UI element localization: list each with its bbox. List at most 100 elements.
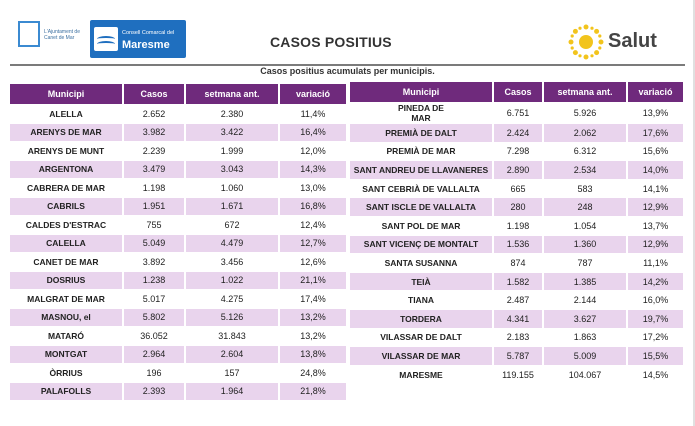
variacio-cell: 24,8%: [280, 363, 346, 382]
municipi-cell: DOSRIUS: [10, 270, 124, 289]
setmana-cell: 5.126: [186, 307, 280, 326]
table-row: SANT VICENÇ DE MONTALT 1.536 1.360 12,9%: [350, 234, 683, 254]
col-header-variacio: variació: [628, 82, 683, 102]
table-row: SANT POL DE MAR 1.198 1.054 13,7%: [350, 215, 683, 235]
variacio-cell: 16,8%: [280, 196, 346, 215]
casos-cell: 2.183: [494, 327, 544, 347]
setmana-cell: 31.843: [186, 326, 280, 345]
table-row: CALELLA 5.049 4.479 12,7%: [10, 233, 346, 252]
table-row: SANT ISCLE DE VALLALTA 280 248 12,9%: [350, 197, 683, 216]
municipi-cell: CABRERA DE MAR: [10, 178, 124, 197]
casos-cell: 874: [494, 253, 544, 272]
municipi-cell: VILASSAR DE DALT: [350, 327, 494, 347]
variacio-cell: 12,7%: [280, 233, 346, 252]
table-row: CABRILS 1.951 1.671 16,8%: [10, 196, 346, 215]
municipi-cell: TORDERA: [350, 308, 494, 328]
variacio-cell: 17,2%: [628, 327, 683, 347]
variacio-cell: 12,6%: [280, 252, 346, 271]
casos-cell: 119.155: [494, 364, 544, 384]
salut-label: Salut: [608, 30, 657, 52]
variacio-cell: 14,5%: [628, 364, 683, 384]
municipi-cell: CALDES D'ESTRAC: [10, 215, 124, 234]
table-row: MONTGAT 2.964 2.604 13,8%: [10, 344, 346, 363]
casos-cell: 665: [494, 178, 544, 198]
casos-cell: 2.964: [124, 344, 186, 363]
table-row: SANT CEBRIÀ DE VALLALTA 665 583 14,1%: [350, 178, 683, 198]
setmana-cell: 1.022: [186, 270, 280, 289]
setmana-cell: 3.422: [186, 122, 280, 141]
casos-cell: 5.802: [124, 307, 186, 326]
table-row: VILASSAR DE MAR 5.787 5.009 15,5%: [350, 346, 683, 365]
ajuntament-logo: L'Ajuntament de Canet de Mar: [18, 18, 80, 56]
setmana-cell: 4.479: [186, 233, 280, 252]
municipi-cell: MASNOU, el: [10, 307, 124, 326]
table-row: PREMIÀ DE MAR 7.298 6.312 15,6%: [350, 141, 683, 161]
header-bar: L'Ajuntament de Canet de Mar Consell Com…: [10, 12, 685, 66]
table-row: PREMIÀ DE DALT 2.424 2.062 17,6%: [350, 123, 683, 142]
municipi-cell: MARESME: [350, 364, 494, 384]
col-header-setmana: setmana ant.: [544, 82, 628, 102]
casos-cell: 3.892: [124, 252, 186, 271]
municipi-cell: ÒRRIUS: [10, 363, 124, 382]
setmana-cell: 2.062: [544, 123, 628, 142]
variacio-cell: 13,2%: [280, 307, 346, 326]
page-title: CASOS POSITIUS: [270, 34, 392, 50]
waves-icon: [94, 27, 118, 51]
setmana-cell: 2.604: [186, 344, 280, 363]
variacio-cell: 15,5%: [628, 346, 683, 365]
table-row: PINEDA DE MAR 6.751 5.926 13,9%: [350, 102, 683, 123]
casos-cell: 3.982: [124, 122, 186, 141]
setmana-cell: 2.380: [186, 104, 280, 123]
setmana-cell: 1.964: [186, 381, 280, 400]
col-header-variacio: variació: [280, 84, 346, 104]
casos-cell: 5.049: [124, 233, 186, 252]
municipi-cell: SANT ISCLE DE VALLALTA: [350, 197, 494, 216]
setmana-cell: 6.312: [544, 141, 628, 161]
casos-cell: 4.341: [494, 308, 544, 328]
casos-cell: 2.424: [494, 123, 544, 142]
setmana-cell: 104.067: [544, 364, 628, 384]
table-row: SANT ANDREU DE LLAVANERES 2.890 2.534 14,0%: [350, 160, 683, 179]
municipi-cell: CABRILS: [10, 196, 124, 215]
setmana-cell: 1.863: [544, 327, 628, 347]
casos-cell: 6.751: [494, 102, 544, 123]
sun-icon: [568, 24, 604, 60]
casos-cell: 1.582: [494, 271, 544, 291]
casos-cell: 3.479: [124, 159, 186, 178]
table-row: TIANA 2.487 2.144 16,0%: [350, 290, 683, 309]
variacio-cell: 21,1%: [280, 270, 346, 289]
casos-cell: 2.890: [494, 160, 544, 179]
setmana-cell: 4.275: [186, 289, 280, 308]
variacio-cell: 21,8%: [280, 381, 346, 400]
col-header-casos: Casos: [494, 82, 544, 102]
municipi-cell: VILASSAR DE MAR: [350, 346, 494, 365]
casos-cell: 5.787: [494, 346, 544, 365]
municipi-cell: MONTGAT: [10, 344, 124, 363]
table-row: ARGENTONA 3.479 3.043 14,3%: [10, 159, 346, 178]
variacio-cell: 14,2%: [628, 271, 683, 291]
consell-logo-small-text: Consell Comarcal del: [122, 30, 175, 36]
casos-cell: 1.238: [124, 270, 186, 289]
variacio-cell: 17,4%: [280, 289, 346, 308]
consell-logo-big-text: Maresme: [122, 39, 170, 51]
variacio-cell: 11,4%: [280, 104, 346, 123]
table-row: SANTA SUSANNA 874 787 11,1%: [350, 253, 683, 272]
casos-cell: 1.198: [124, 178, 186, 197]
variacio-cell: 12,9%: [628, 197, 683, 216]
setmana-cell: 1.060: [186, 178, 280, 197]
municipi-cell: PINEDA DE MAR: [350, 102, 494, 123]
setmana-cell: 672: [186, 215, 280, 234]
variacio-cell: 14,0%: [628, 160, 683, 179]
casos-cell: 755: [124, 215, 186, 234]
table-row: ARENYS DE MUNT 2.239 1.999 12,0%: [10, 141, 346, 160]
variacio-cell: 13,8%: [280, 344, 346, 363]
setmana-cell: 248: [544, 197, 628, 216]
casos-cell: 36.052: [124, 326, 186, 345]
col-header-municipi: Municipi: [10, 84, 124, 104]
municipi-cell: SANT POL DE MAR: [350, 215, 494, 235]
setmana-cell: 3.456: [186, 252, 280, 271]
setmana-cell: 787: [544, 253, 628, 272]
table-header-row: Municipi Casos setmana ant. variació: [350, 82, 683, 102]
casos-cell: 7.298: [494, 141, 544, 161]
